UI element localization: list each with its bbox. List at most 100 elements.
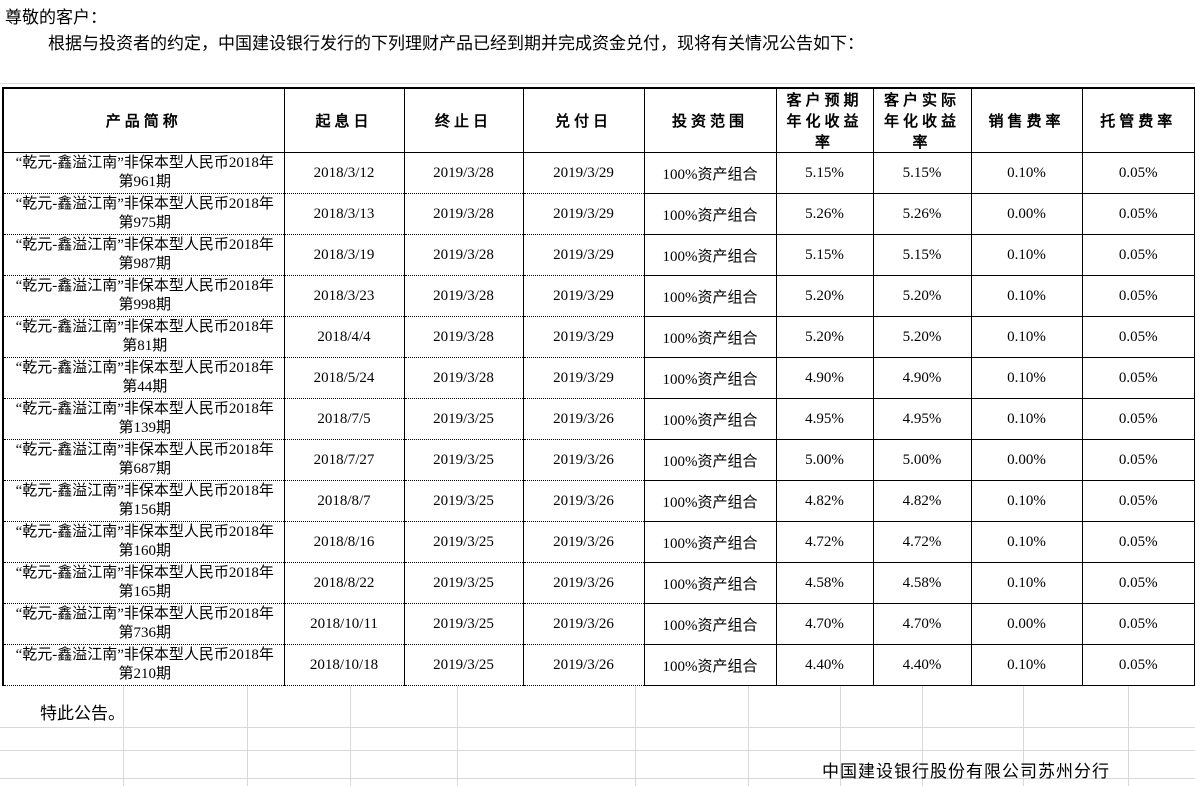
- cell-custody-fee-rate: 0.05%: [1081, 439, 1195, 481]
- cell-sales-fee-rate: 0.00%: [970, 193, 1083, 235]
- cell-value-date: 2018/7/27: [283, 439, 405, 481]
- intro-text: 根据与投资者的约定，中国建设银行发行的下列理财产品已经到期并完成资金兑付，现将有…: [48, 34, 864, 53]
- cell-actual-annual-yield: 4.40%: [872, 644, 972, 686]
- cell-actual-annual-yield: 5.20%: [872, 316, 972, 358]
- cell-product-name: “乾元-鑫溢江南”非保本型人民币2018年第210期: [2, 644, 285, 686]
- cell-investment-scope: 100%资产组合: [643, 275, 777, 317]
- cell-value-date: 2018/8/7: [283, 480, 405, 522]
- column-header-actual-annual-yield: 客户实际年化收益率: [872, 87, 972, 153]
- cell-investment-scope: 100%资产组合: [643, 398, 777, 440]
- sheet-gridline: [748, 686, 749, 786]
- table-row: “乾元-鑫溢江南”非保本型人民币2018年第156期 2018/8/7 2019/3…: [2, 480, 1195, 522]
- cell-end-date: 2019/3/28: [403, 316, 524, 358]
- cell-expected-annual-yield: 4.95%: [775, 398, 874, 440]
- sheet-gridline: [1128, 686, 1129, 786]
- cell-investment-scope: 100%资产组合: [643, 193, 777, 235]
- cell-actual-annual-yield: 4.58%: [872, 562, 972, 604]
- cell-value-date: 2018/3/23: [283, 275, 405, 317]
- table-row: “乾元-鑫溢江南”非保本型人民币2018年第44期 2018/5/24 2019/3…: [2, 357, 1195, 399]
- cell-custody-fee-rate: 0.05%: [1081, 275, 1195, 317]
- intro-paragraph: 尊敬的客户： 根据与投资者的约定，中国建设银行发行的下列理财产品已经到期并完成资…: [0, 0, 1195, 57]
- table-row: “乾元-鑫溢江南”非保本型人民币2018年第165期 2018/8/22 2019/…: [2, 562, 1195, 604]
- salutation: 尊敬的客户：: [5, 8, 107, 27]
- cell-end-date: 2019/3/25: [403, 562, 524, 604]
- table-body: “乾元-鑫溢江南”非保本型人民币2018年第961期 2018/3/12 2019/…: [2, 152, 1195, 686]
- column-header-product-name: 产品简称: [2, 87, 285, 153]
- sheet-gridline: [0, 750, 1195, 751]
- table-row: “乾元-鑫溢江南”非保本型人民币2018年第961期 2018/3/12 2019/…: [2, 152, 1195, 194]
- cell-actual-annual-yield: 4.90%: [872, 357, 972, 399]
- table-header-row: 产品简称 起息日 终止日 兑付日 投资范围 客户预期年化收益率 客户实际年化收益率 销售费率托…: [2, 87, 1195, 153]
- cell-investment-scope: 100%资产组合: [643, 603, 777, 645]
- table-row: “乾元-鑫溢江南”非保本型人民币2018年第160期 2018/8/16 2019/…: [2, 521, 1195, 563]
- cell-expected-annual-yield: 5.15%: [775, 152, 874, 194]
- cell-end-date: 2019/3/28: [403, 275, 524, 317]
- cell-product-name: “乾元-鑫溢江南”非保本型人民币2018年第44期: [2, 357, 285, 399]
- cell-investment-scope: 100%资产组合: [643, 480, 777, 522]
- cell-actual-annual-yield: 5.20%: [872, 275, 972, 317]
- sheet-gridline: [350, 686, 351, 786]
- cell-custody-fee-rate: 0.05%: [1081, 234, 1195, 276]
- table-row: “乾元-鑫溢江南”非保本型人民币2018年第736期 2018/10/11 2019…: [2, 603, 1195, 645]
- cell-value-date: 2018/5/24: [283, 357, 405, 399]
- cell-product-name: “乾元-鑫溢江南”非保本型人民币2018年第81期: [2, 316, 285, 358]
- sheet-gridline: [0, 778, 1195, 779]
- cell-actual-annual-yield: 4.70%: [872, 603, 972, 645]
- cell-end-date: 2019/3/28: [403, 193, 524, 235]
- cell-value-date: 2018/3/19: [283, 234, 405, 276]
- cell-custody-fee-rate: 0.05%: [1081, 357, 1195, 399]
- cell-product-name: “乾元-鑫溢江南”非保本型人民币2018年第156期: [2, 480, 285, 522]
- table-row: “乾元-鑫溢江南”非保本型人民币2018年第210期 2018/10/18 2019…: [2, 644, 1195, 686]
- cell-custody-fee-rate: 0.05%: [1081, 480, 1195, 522]
- cell-value-date: 2018/10/18: [283, 644, 405, 686]
- column-header-sales-fee-rate: 销售费率: [970, 87, 1083, 153]
- cell-payment-date: 2019/3/26: [522, 603, 645, 645]
- cell-end-date: 2019/3/28: [403, 357, 524, 399]
- table-row: “乾元-鑫溢江南”非保本型人民币2018年第687期 2018/7/27 2019/…: [2, 439, 1195, 481]
- cell-sales-fee-rate: 0.10%: [970, 275, 1083, 317]
- cell-expected-annual-yield: 5.20%: [775, 316, 874, 358]
- cell-payment-date: 2019/3/26: [522, 644, 645, 686]
- closing-text: 特此公告。: [40, 704, 125, 723]
- cell-investment-scope: 100%资产组合: [643, 439, 777, 481]
- cell-custody-fee-rate: 0.05%: [1081, 316, 1195, 358]
- cell-custody-fee-rate: 0.05%: [1081, 152, 1195, 194]
- cell-actual-annual-yield: 4.95%: [872, 398, 972, 440]
- sheet-gridline: [635, 686, 636, 786]
- cell-investment-scope: 100%资产组合: [643, 234, 777, 276]
- cell-end-date: 2019/3/25: [403, 644, 524, 686]
- cell-investment-scope: 100%资产组合: [643, 357, 777, 399]
- cell-sales-fee-rate: 0.10%: [970, 234, 1083, 276]
- column-header-end-date: 终止日: [403, 87, 524, 153]
- cell-custody-fee-rate: 0.05%: [1081, 603, 1195, 645]
- cell-end-date: 2019/3/25: [403, 439, 524, 481]
- cell-product-name: “乾元-鑫溢江南”非保本型人民币2018年第975期: [2, 193, 285, 235]
- sheet-gridline: [0, 727, 1195, 728]
- sheet-footer-area: 特此公告。 中国建设银行股份有限公司苏州分行 2019年3月29日: [0, 686, 1195, 786]
- cell-expected-annual-yield: 4.70%: [775, 603, 874, 645]
- sheet-gridline: [247, 686, 248, 786]
- cell-sales-fee-rate: 0.00%: [970, 603, 1083, 645]
- cell-expected-annual-yield: 4.58%: [775, 562, 874, 604]
- sheet-gridline: [922, 686, 923, 786]
- issuer-name: 中国建设银行股份有限公司苏州分行: [822, 762, 1110, 781]
- cell-investment-scope: 100%资产组合: [643, 562, 777, 604]
- cell-payment-date: 2019/3/26: [522, 439, 645, 481]
- cell-end-date: 2019/3/28: [403, 152, 524, 194]
- cell-product-name: “乾元-鑫溢江南”非保本型人民币2018年第165期: [2, 562, 285, 604]
- cell-actual-annual-yield: 4.82%: [872, 480, 972, 522]
- cell-sales-fee-rate: 0.10%: [970, 521, 1083, 563]
- cell-payment-date: 2019/3/26: [522, 398, 645, 440]
- column-header-custody-fee-rate: 托管费率: [1081, 87, 1195, 153]
- cell-sales-fee-rate: 0.10%: [970, 644, 1083, 686]
- cell-end-date: 2019/3/25: [403, 521, 524, 563]
- cell-payment-date: 2019/3/29: [522, 193, 645, 235]
- cell-sales-fee-rate: 0.00%: [970, 439, 1083, 481]
- cell-custody-fee-rate: 0.05%: [1081, 521, 1195, 563]
- sheet-gridline: [457, 686, 458, 786]
- table-row: “乾元-鑫溢江南”非保本型人民币2018年第975期 2018/3/13 2019/…: [2, 193, 1195, 235]
- sheet-gridline: [123, 686, 124, 786]
- cell-investment-scope: 100%资产组合: [643, 521, 777, 563]
- table-row: “乾元-鑫溢江南”非保本型人民币2018年第81期 2018/4/4 2019/3/…: [2, 316, 1195, 358]
